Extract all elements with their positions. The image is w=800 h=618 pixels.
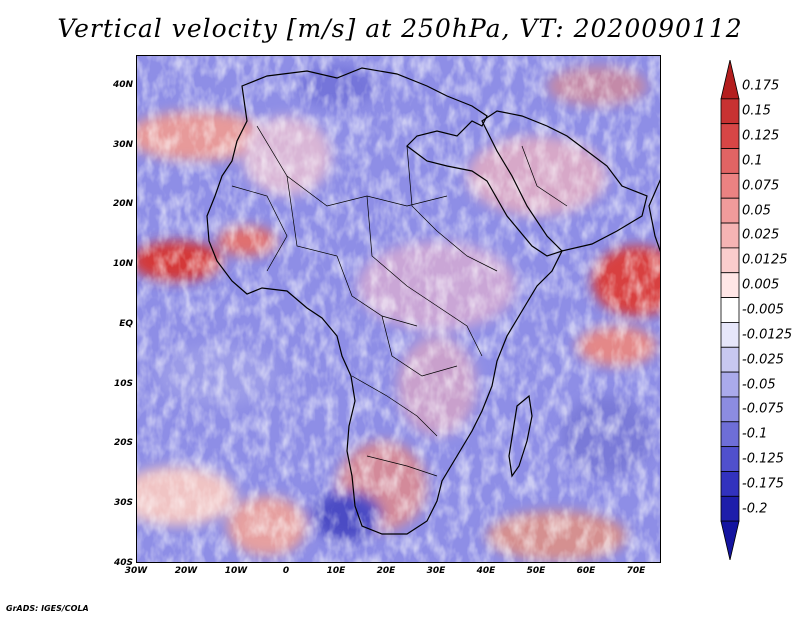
lat-tick-label: 30S — [113, 498, 133, 509]
lat-tick-label: 40N — [112, 79, 133, 90]
colorbar-label: -0.125 — [742, 451, 784, 467]
lat-tick-label: 10N — [112, 259, 133, 270]
colorbar-label: -0.025 — [742, 352, 784, 368]
lon-tick-label: 70E — [626, 566, 646, 576]
colorbar-box — [720, 396, 740, 423]
colorbar-label: 0.175 — [742, 78, 780, 94]
colorbar-label: 0.025 — [742, 227, 780, 243]
colorbar-box — [720, 446, 740, 472]
map-panel — [136, 55, 661, 563]
colorbar-box — [720, 272, 740, 298]
colorbar-label: -0.0125 — [742, 327, 793, 343]
colorbar-box — [720, 60, 740, 100]
colorbar-box — [720, 520, 740, 560]
colorbar-label: 0.005 — [742, 277, 780, 293]
colorbar-box — [720, 322, 740, 348]
colorbar-label: -0.05 — [742, 377, 776, 393]
colorbar-label: -0.1 — [742, 426, 768, 442]
vertical-velocity-map — [137, 56, 660, 562]
lat-tick-label: 20N — [112, 199, 133, 210]
colorbar-box — [720, 197, 740, 224]
coastlines — [206, 67, 660, 535]
lon-tick-label: 10W — [224, 566, 248, 576]
country-borders — [231, 125, 568, 477]
colorbar-label: -0.175 — [742, 476, 784, 492]
colorbar-box — [720, 346, 740, 373]
lon-tick-label: 60E — [576, 566, 596, 576]
lon-tick-label: 10E — [326, 566, 346, 576]
lat-tick-label: 10S — [113, 378, 133, 389]
colorbar-label: 0.075 — [742, 178, 780, 194]
lat-tick-label: 30N — [112, 139, 133, 150]
chart-title: Vertical velocity [m/s] at 250hPa, VT: 2… — [57, 14, 743, 43]
lon-tick-label: 20W — [174, 566, 198, 576]
colorbar-label: 0.1 — [742, 153, 763, 169]
colorbar-box — [720, 148, 740, 174]
lat-tick-label: EQ — [119, 318, 133, 329]
lat-tick-label: 40S — [113, 558, 133, 568]
lon-tick-label: 50E — [526, 566, 546, 576]
colorbar-label: 0.0125 — [742, 252, 788, 268]
arabia-outline — [481, 110, 648, 252]
colorbar-label: 0.15 — [742, 103, 771, 119]
colorbar-box — [720, 371, 740, 398]
lon-tick-label: 30W — [124, 566, 148, 576]
colorbar — [720, 60, 740, 560]
colorbar-label: -0.005 — [742, 302, 784, 318]
colorbar-label: -0.2 — [742, 501, 768, 517]
colorbar-box — [720, 222, 740, 249]
lon-tick-label: 30E — [426, 566, 446, 576]
colorbar-box — [720, 98, 740, 125]
colorbar-label: -0.075 — [742, 401, 784, 417]
colorbar-box — [720, 495, 740, 522]
lat-tick-label: 20S — [113, 438, 133, 449]
colorbar-box — [720, 172, 740, 199]
lon-tick-label: 40E — [476, 566, 496, 576]
colorbar-box — [720, 421, 740, 448]
colorbar-box — [720, 123, 740, 149]
colorbar-box — [720, 471, 740, 497]
grads-credit: GrADS: IGES/COLA — [6, 604, 89, 613]
lon-tick-label: 0 — [282, 566, 290, 576]
africa-outline — [206, 67, 564, 535]
colorbar-box — [720, 247, 740, 274]
colorbar-label: 0.125 — [742, 128, 780, 144]
madagascar-outline — [508, 394, 533, 478]
lon-tick-label: 20E — [376, 566, 396, 576]
colorbar-label: 0.05 — [742, 203, 771, 219]
colorbar-box — [720, 297, 740, 323]
india-outline — [648, 179, 660, 253]
